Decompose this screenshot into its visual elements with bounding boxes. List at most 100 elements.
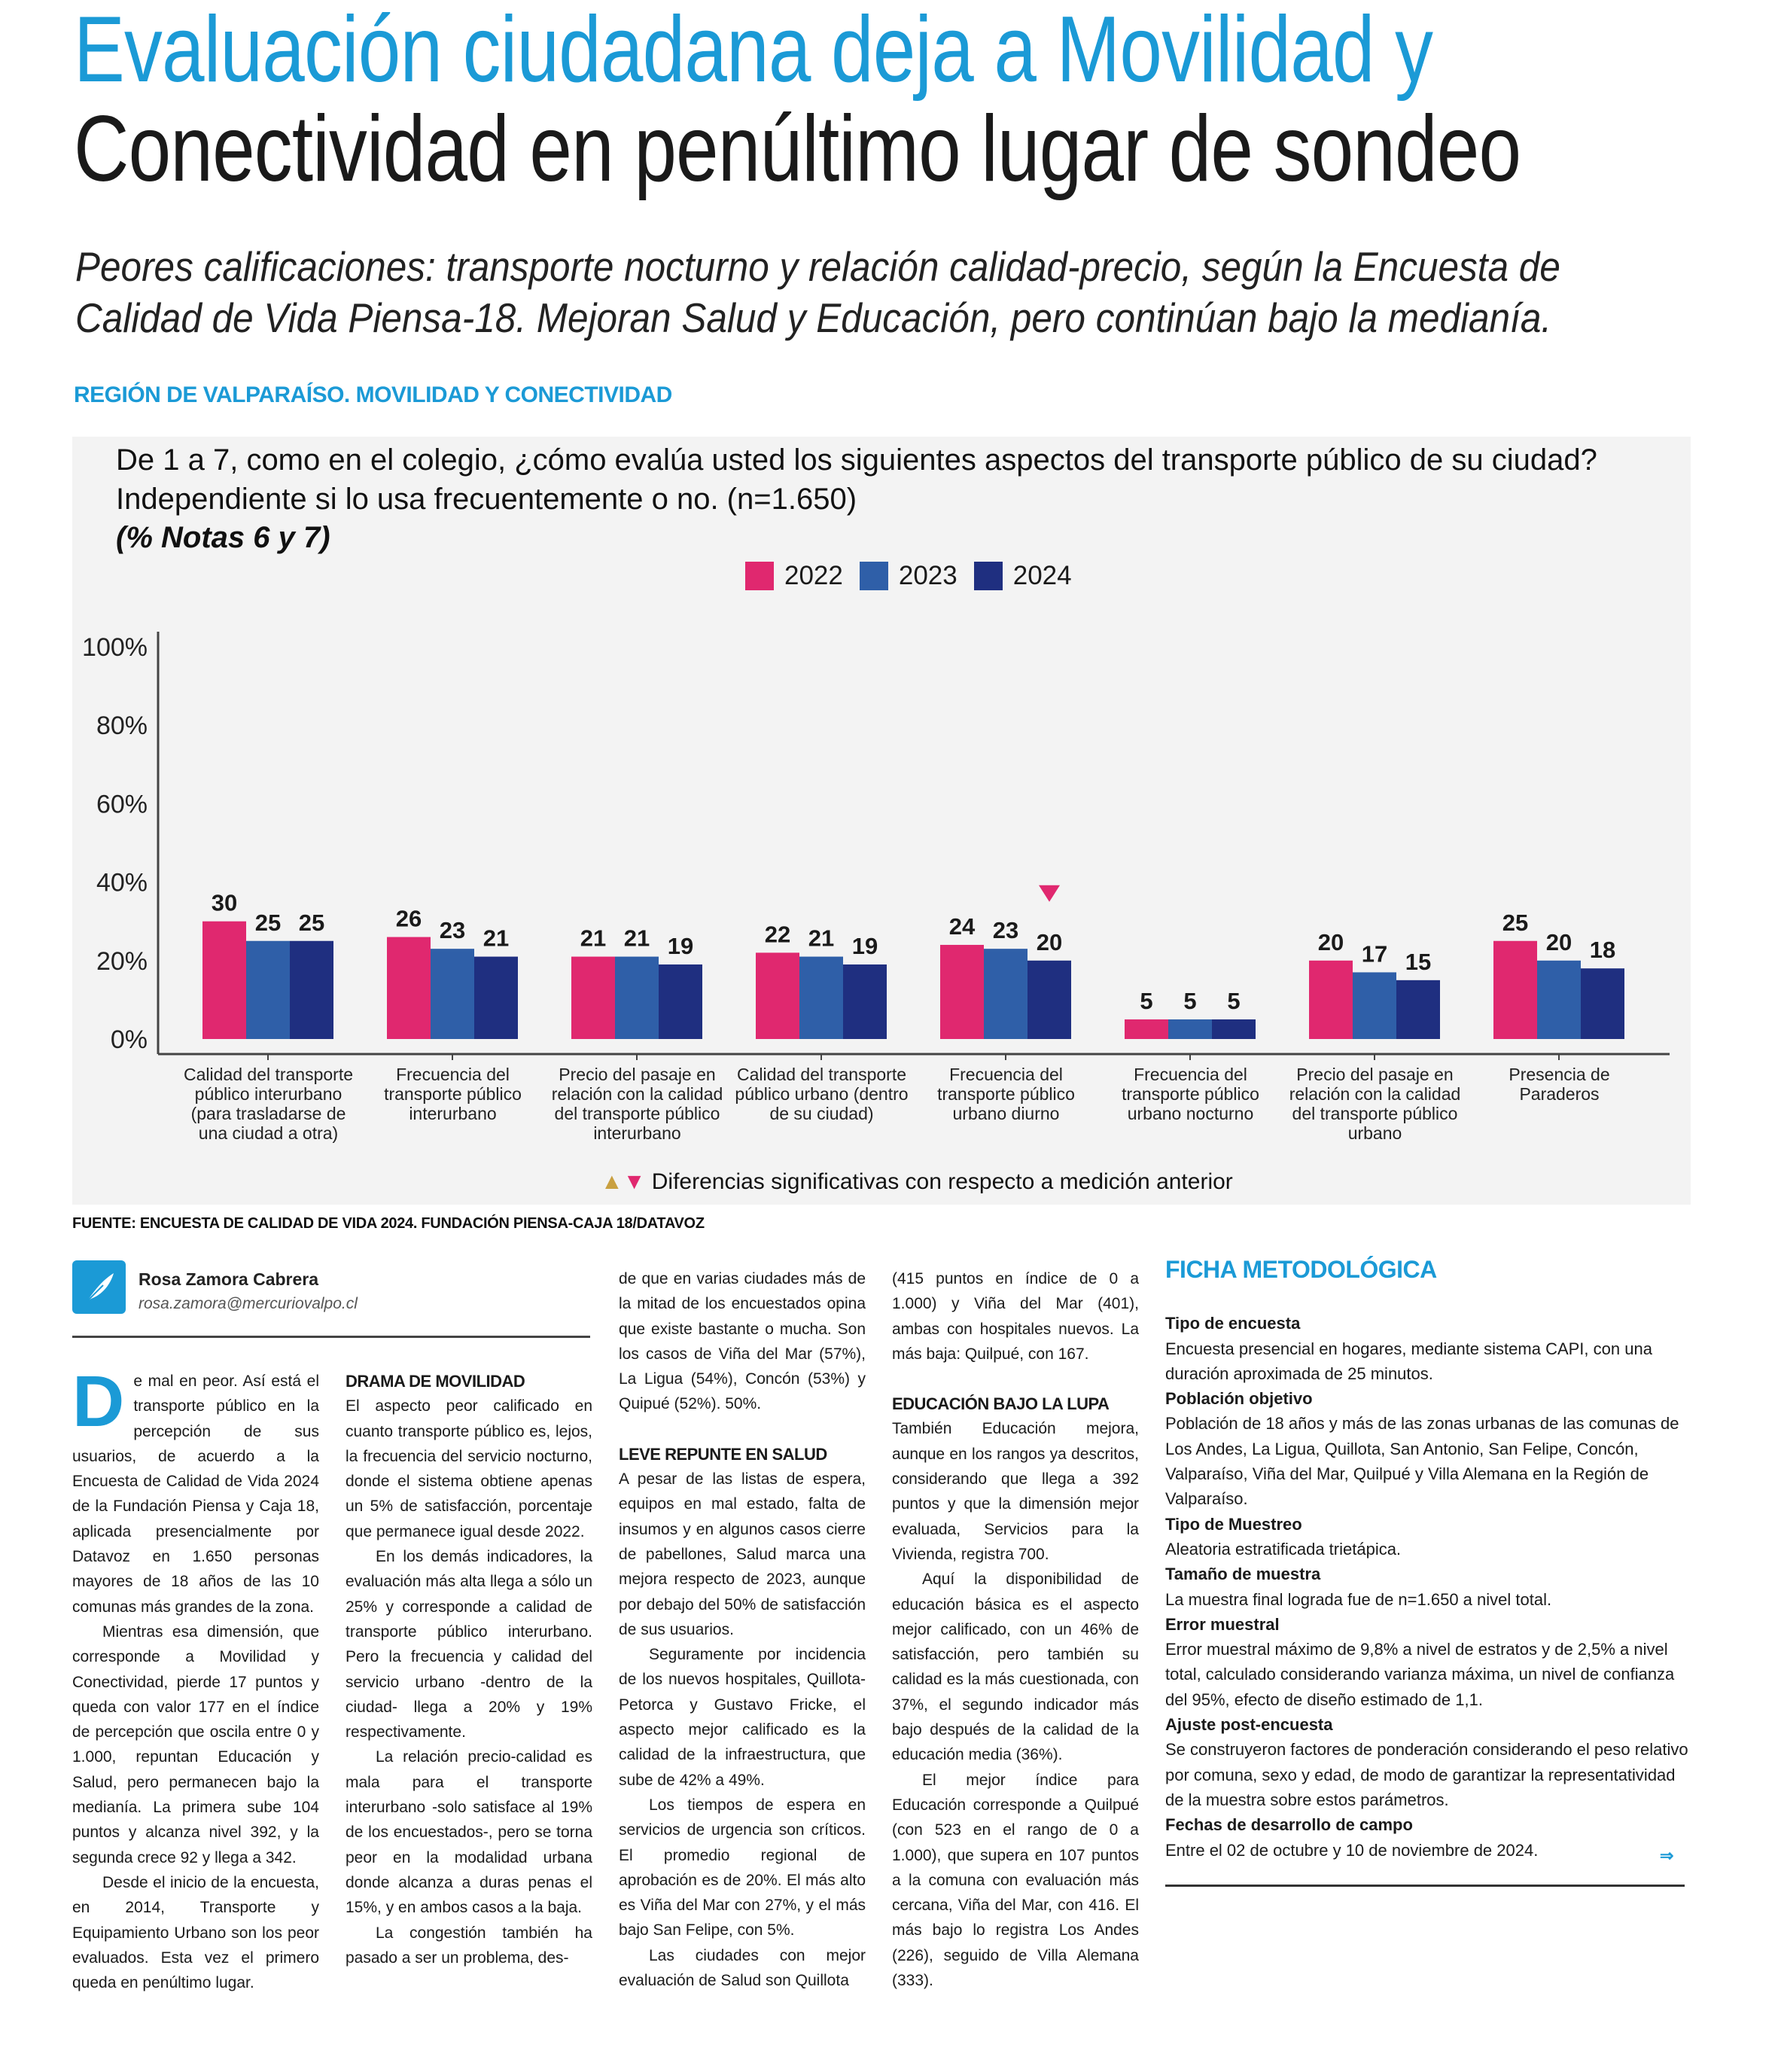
bar-2024 [1396, 980, 1440, 1039]
bar-2022 [1493, 940, 1537, 1039]
article-column-4: (415 puntos en índice de 0 a 1.000) y Vi… [892, 1266, 1139, 1993]
bar-2022 [571, 956, 615, 1039]
data-label: 17 [1362, 940, 1387, 967]
triangle-up-icon: ▲ [601, 1169, 623, 1194]
data-label: 24 [949, 913, 976, 940]
ficha-item-value: Se construyeron factores de ponderación … [1165, 1740, 1688, 1809]
bar-2022 [940, 944, 984, 1039]
triangle-down-icon: ▼ [623, 1169, 646, 1194]
data-label: 5 [1227, 988, 1240, 1014]
data-label: 26 [396, 906, 422, 932]
data-label: 30 [212, 890, 237, 916]
data-label: 21 [483, 925, 509, 952]
data-label: 15 [1405, 949, 1431, 975]
bar-2023 [1168, 1019, 1212, 1039]
legend-label: 2023 [898, 561, 957, 590]
author-name: Rosa Zamora Cabrera [139, 1269, 319, 1289]
data-label: 20 [1037, 929, 1062, 955]
ficha-item-label: Error muestral [1165, 1614, 1280, 1634]
ficha-item-value: Aleatoria estratificada trietápica. [1165, 1539, 1402, 1559]
legend-item-2022: 2022 [745, 561, 843, 591]
subheading-drama: DRAMA DE MOVILIDAD [346, 1372, 525, 1391]
subheading-salud: LEVE REPUNTE EN SALUD [619, 1444, 827, 1464]
bar-2024 [290, 940, 333, 1039]
paragraph: Mientras esa dimensión, que corresponde … [72, 1623, 319, 1866]
data-label: 20 [1546, 929, 1572, 955]
paragraph: (415 puntos en índice de 0 a 1.000) y Vi… [892, 1270, 1139, 1363]
paragraph: Los tiempos de espera en servicios de ur… [619, 1796, 866, 1939]
chart-subtitle: (% Notas 6 y 7) [116, 521, 330, 554]
x-tick-label: Frecuencia del transporte público urbano… [1122, 1065, 1259, 1123]
paragraph: En los demás indicadores, la evaluación … [346, 1548, 592, 1741]
ficha-title: FICHA METODOLÓGICA [1165, 1256, 1437, 1283]
bar-2023 [799, 956, 843, 1039]
significance-down-triangle-icon [1039, 885, 1060, 902]
y-tick-label: 100% [82, 633, 148, 662]
data-label: 22 [765, 921, 790, 947]
data-label: 19 [668, 933, 693, 959]
subheading-educacion: EDUCACIÓN BAJO LA LUPA [892, 1394, 1110, 1414]
paragraph: de que en varias ciudades más de la mita… [619, 1270, 866, 1413]
bar-2022 [756, 952, 799, 1039]
data-label: 19 [852, 933, 878, 959]
bar-2023 [1353, 972, 1396, 1039]
article-column-2: DRAMA DE MOVILIDAD El aspecto peor calif… [346, 1369, 592, 1970]
bar-2023 [984, 949, 1028, 1039]
data-label: 21 [624, 925, 650, 952]
paragraph: Desde el inicio de la encuesta, en 2014,… [72, 1873, 319, 1992]
legend-swatch [973, 562, 1003, 590]
data-label: 21 [580, 925, 606, 952]
section-label: REGIÓN DE VALPARAÍSO. MOVILIDAD Y CONECT… [74, 382, 672, 407]
ficha-item-value: La muestra final lograda fue de n=1.650 … [1165, 1589, 1552, 1609]
author-email[interactable]: rosa.zamora@mercuriovalpo.cl [139, 1295, 358, 1312]
continue-arrow-icon: ⇒ [1660, 1846, 1674, 1865]
legend-label: 2024 [1012, 561, 1072, 590]
bar-2023 [615, 956, 659, 1039]
headline-line-2: Conectividad en penúltimo lugar de sonde… [74, 97, 1521, 201]
bar-2022 [387, 937, 431, 1039]
bar-2024 [474, 956, 518, 1039]
paragraph: La relación precio-calidad es mala para … [346, 1748, 592, 1917]
x-tick-label: Presencia de Paraderos [1509, 1065, 1610, 1104]
data-label: 5 [1140, 988, 1152, 1014]
data-label: 23 [440, 917, 465, 943]
y-tick-label: 40% [96, 869, 148, 897]
article-column-3: de que en varias ciudades más de la mita… [619, 1266, 866, 1993]
bar-2022 [1125, 1019, 1168, 1039]
ficha-item-label: Población objetivo [1165, 1389, 1313, 1409]
bar-2024 [1581, 968, 1624, 1039]
data-label: 18 [1590, 937, 1615, 963]
ficha-item-value: Población de 18 años y más de las zonas … [1165, 1414, 1679, 1509]
divider [72, 1336, 590, 1338]
bar-2023 [1537, 960, 1581, 1039]
data-label: 5 [1183, 988, 1196, 1014]
bar-2023 [431, 949, 474, 1039]
y-tick-label: 60% [96, 790, 148, 818]
source-line: FUENTE: ENCUESTA DE CALIDAD DE VIDA 2024… [72, 1215, 705, 1232]
paragraph: También Educación mejora, aunque en los … [892, 1420, 1139, 1563]
drop-cap: D [72, 1361, 125, 1442]
ficha-item-value: Error muestral máximo de 9,8% a nivel de… [1165, 1640, 1675, 1709]
y-tick-label: 80% [96, 711, 148, 740]
bar-2022 [1309, 960, 1353, 1039]
paragraph: Las ciudades con mejor evaluación de Sal… [619, 1946, 866, 1990]
ficha-item-label: Tipo de Muestreo [1165, 1514, 1302, 1534]
paragraph: Aquí la disponibilidad de educación bási… [892, 1571, 1139, 1764]
ficha-item-label: Tamaño de muestra [1165, 1565, 1321, 1584]
y-tick-label: 0% [111, 1025, 148, 1054]
headline: Evaluación ciudadana deja a Movilidad y … [74, 0, 1679, 199]
data-label: 25 [299, 910, 324, 936]
ficha-metodologica: FICHA METODOLÓGICA Tipo de encuesta Encue… [1165, 1257, 1692, 1863]
data-label: 20 [1318, 929, 1344, 955]
bar-2022 [202, 921, 246, 1039]
bar-chart: 0% 20% 40% 60% 80% 100% 30 25 25 26 23 21 21 21 19 22 21… [82, 632, 1670, 1060]
x-tick-label: Precio del pasaje en relación con la cal… [1289, 1065, 1461, 1143]
significance-footnote: ▲▼ Diferencias significativas con respec… [601, 1169, 1233, 1195]
ficha-item-label: Tipo de encuesta [1165, 1314, 1301, 1333]
feather-icon [72, 1260, 126, 1314]
x-tick-label: Calidad del transporte público urbano (d… [735, 1065, 909, 1123]
x-tick-label: Frecuencia del transporte público interu… [384, 1065, 522, 1123]
paragraph: A pesar de las listas de espera, equipos… [619, 1470, 866, 1638]
ficha-item-value: Encuesta presencial en hogares, mediante… [1165, 1339, 1652, 1383]
